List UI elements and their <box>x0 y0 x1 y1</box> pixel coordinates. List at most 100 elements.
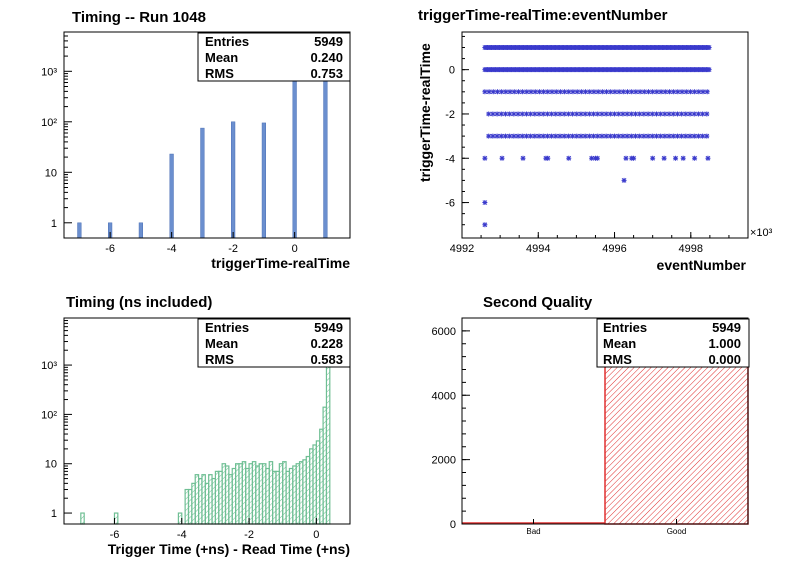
x-axis-label: eventNumber <box>657 257 747 273</box>
scatter-point <box>599 111 605 117</box>
scatter-point <box>594 155 600 161</box>
stats-entries-label: Entries <box>603 320 647 335</box>
chart-title: Second Quality <box>483 294 593 311</box>
scatter-point <box>587 89 593 95</box>
scatter-point <box>557 133 563 139</box>
stats-mean-value: 0.228 <box>310 336 343 351</box>
axes: Bad Good 0 2000 4000 6000 <box>432 317 686 536</box>
scatter-point <box>683 111 689 117</box>
scatter-point <box>599 133 605 139</box>
scatter-point <box>578 111 584 117</box>
scatter-point <box>696 89 702 95</box>
scatter-point <box>520 155 526 161</box>
scatter-point <box>494 133 500 139</box>
scatter-point <box>706 45 712 51</box>
stats-rms-label: RMS <box>205 66 234 81</box>
scatter-point <box>695 133 701 139</box>
scatter-point <box>515 89 521 95</box>
scatter-point <box>503 89 509 95</box>
scatter-point <box>620 111 626 117</box>
scatter-point <box>628 133 634 139</box>
plot-frame <box>461 31 749 239</box>
scatter-point <box>662 89 668 95</box>
scatter-point <box>607 111 613 117</box>
y-tick-label: 10 <box>45 167 57 179</box>
plot-area <box>80 337 331 525</box>
scatter-point <box>507 89 513 95</box>
scatter-point <box>603 133 609 139</box>
scatter-point <box>607 133 613 139</box>
scatter-point <box>675 89 681 95</box>
scatter-point <box>595 89 601 95</box>
stats-mean-label: Mean <box>603 336 636 351</box>
scatter-point <box>482 200 488 206</box>
scatter-point <box>679 133 685 139</box>
scatter-point <box>658 111 664 117</box>
scatter-point <box>666 111 672 117</box>
histogram-bar <box>138 222 143 239</box>
x-category-label: Bad <box>526 527 540 536</box>
scatter-point <box>490 133 496 139</box>
y-tick-label: 10² <box>41 117 57 129</box>
scatter-point <box>570 89 576 95</box>
stats-box-frame <box>197 318 351 368</box>
stats-rms-label: RMS <box>205 352 234 367</box>
scatter-point <box>536 89 542 95</box>
scatter-point <box>591 111 597 117</box>
scatter-point <box>616 133 622 139</box>
scatter-point <box>704 111 710 117</box>
scatter-point <box>612 133 618 139</box>
scatter-point <box>511 133 517 139</box>
scatter-point <box>570 133 576 139</box>
stats-rms-value: 0.583 <box>310 352 343 367</box>
scatter-point <box>687 133 693 139</box>
scatter-point <box>653 111 659 117</box>
y-tick-label: 6000 <box>432 326 456 338</box>
histogram-bin <box>177 512 183 525</box>
stats-rms-value: 0.753 <box>310 66 343 81</box>
scatter-point <box>553 111 559 117</box>
scatter-point <box>608 89 614 95</box>
x-tick-label: 4996 <box>602 243 626 255</box>
stats-box: Entries 5949 Mean 0.228 RMS 0.583 <box>197 318 351 368</box>
scatter-point <box>557 111 563 117</box>
scatter-point <box>566 89 572 95</box>
x-tick-label: -6 <box>110 529 120 541</box>
panel-scatter: triggerTime-realTime:eventNumber 4992 499… <box>417 7 773 273</box>
scatter-point <box>578 89 584 95</box>
scatter-point <box>700 89 706 95</box>
scatter-point <box>494 89 500 95</box>
y-tick-label: 10² <box>41 409 57 421</box>
scatter-point <box>586 111 592 117</box>
scatter-point <box>507 133 513 139</box>
scatter-point <box>645 133 651 139</box>
plot-area <box>77 43 328 239</box>
scatter-point <box>612 89 618 95</box>
histogram-bin <box>113 512 119 525</box>
scatter-point <box>482 222 488 228</box>
histogram-bin <box>80 512 85 525</box>
scatter-point <box>490 89 496 95</box>
scatter-point <box>561 133 567 139</box>
scatter-point <box>591 89 597 95</box>
scatter-point <box>502 133 508 139</box>
scatter-point <box>540 111 546 117</box>
scatter-point <box>704 89 710 95</box>
scatter-point <box>680 155 686 161</box>
scatter-point <box>631 155 637 161</box>
scatter-point <box>687 89 693 95</box>
scatter-point <box>704 133 710 139</box>
stats-box-frame <box>596 318 750 368</box>
scatter-point <box>595 111 601 117</box>
axes: -6 -4 -2 0 1 10 10² 10³ <box>41 317 319 541</box>
scatter-point <box>553 89 559 95</box>
axes: -6 -4 -2 0 1 10 10² 10³ <box>41 31 298 255</box>
scatter-point <box>645 111 651 117</box>
scatter-point <box>612 111 618 117</box>
y-tick-label: 1 <box>51 508 57 520</box>
chart-title: triggerTime-realTime:eventNumber <box>418 7 668 24</box>
scatter-point <box>574 89 580 95</box>
y-tick-label: 10 <box>45 459 57 471</box>
y-tick-label: -4 <box>445 153 455 165</box>
scatter-point <box>624 89 630 95</box>
